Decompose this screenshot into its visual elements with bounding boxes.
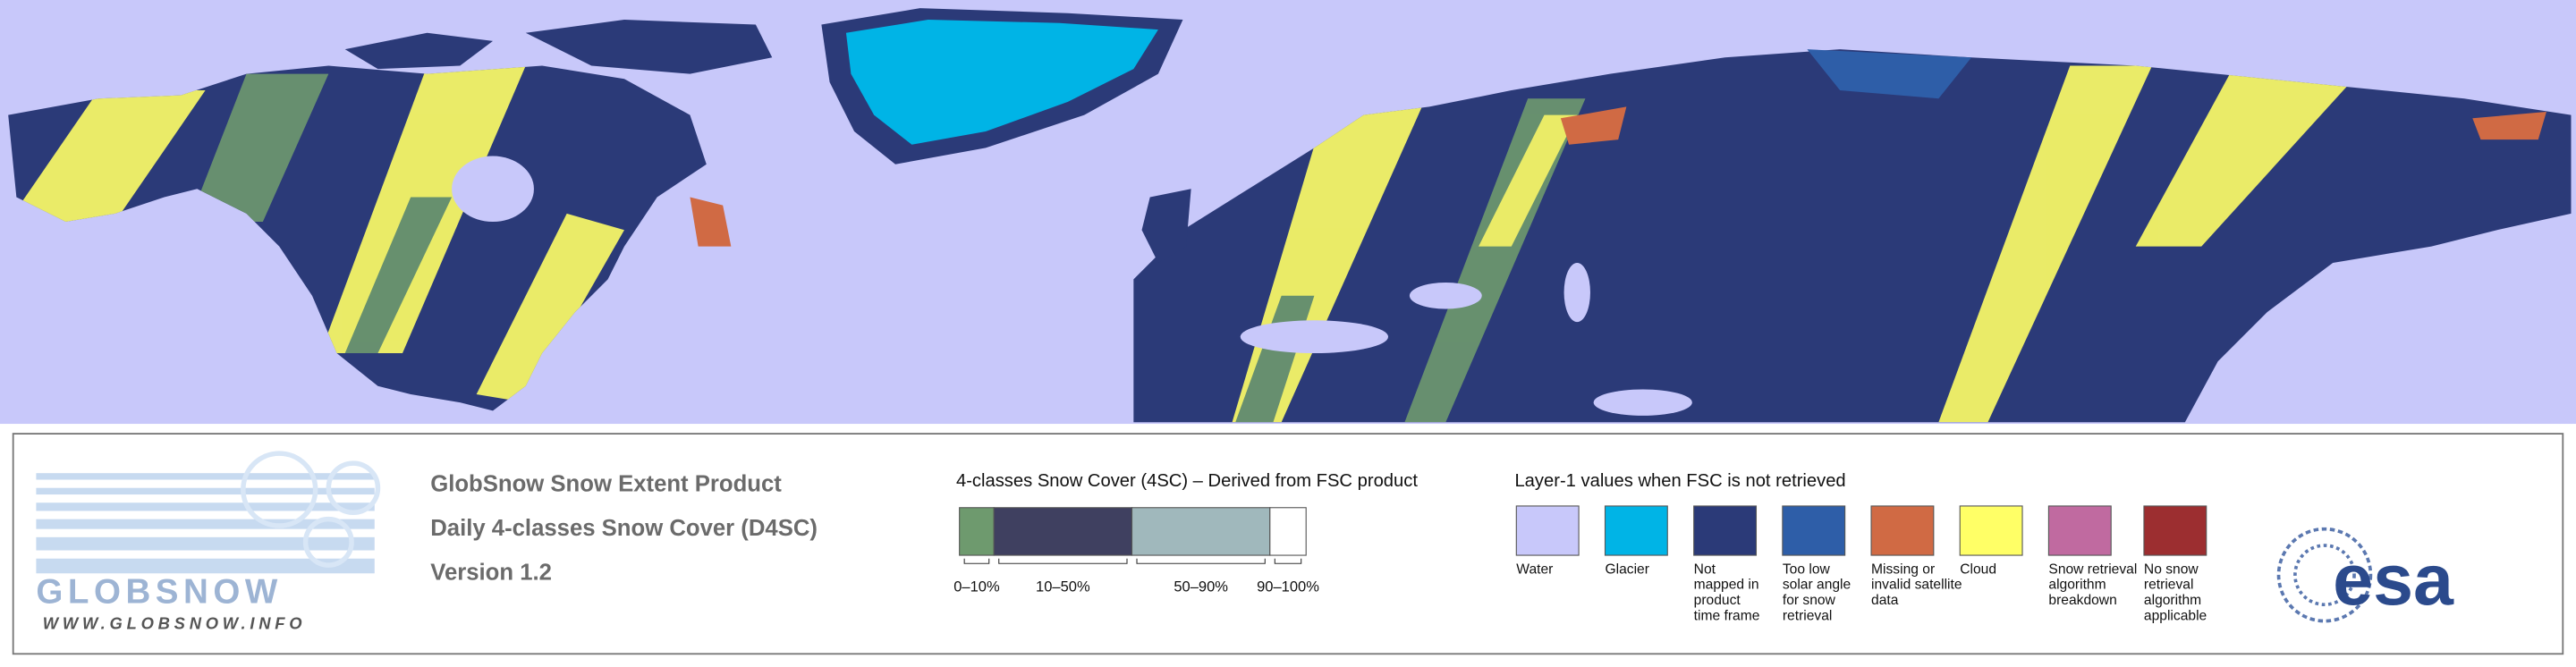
class-bracket <box>998 558 1128 564</box>
layer1-label: data <box>1871 593 1899 608</box>
layer1-label: No snow <box>2144 561 2199 577</box>
layer1-label: solar angle <box>1783 578 1851 593</box>
map <box>8 8 2572 423</box>
class-swatch <box>1131 507 1271 556</box>
class-label: 90–100% <box>1257 578 1319 595</box>
layer1-label: mapped in <box>1694 578 1759 593</box>
layer1-label: retrieval <box>1783 609 1833 624</box>
class-swatch <box>993 507 1133 556</box>
class-swatch <box>959 507 995 556</box>
class-label: 10–50% <box>1036 578 1090 595</box>
product-line: Daily 4-classes Snow Cover (D4SC) <box>430 516 818 541</box>
logo-text: GLOBSNOW <box>36 572 282 611</box>
layer1-label: time frame <box>1694 609 1760 624</box>
layer1-swatch <box>1959 505 2023 556</box>
layer1-label: applicable <box>2144 609 2207 624</box>
layer1-label: Cloud <box>1960 561 1996 577</box>
layer1-label: Missing or <box>1871 561 1935 577</box>
layer1-swatch <box>2143 505 2207 556</box>
layer1-label: Too low <box>1783 561 1831 577</box>
layer1-label: Not <box>1694 561 1716 577</box>
product-info: GlobSnow Snow Extent Product Daily 4-cla… <box>430 471 818 585</box>
layer1-swatch <box>1870 505 1935 556</box>
logo-url: WWW.GLOBSNOW.INFO <box>43 614 307 633</box>
layer1-label: Water <box>1516 561 1553 577</box>
layer1-swatch <box>1782 505 1846 556</box>
layer1-label: retrieval <box>2144 578 2194 593</box>
layer1-label: breakdown <box>2048 593 2116 608</box>
snow-cover-title: 4-classes Snow Cover (4SC) – Derived fro… <box>956 471 1418 491</box>
esa-text: esa <box>2333 540 2454 621</box>
layer1-label: invalid satellite <box>1871 578 1962 593</box>
layer1-swatch <box>1515 505 1580 556</box>
layer1-title: Layer-1 values when FSC is not retrieved <box>1514 471 1845 491</box>
class-label: 50–90% <box>1174 578 1228 595</box>
layer1-label: Snow retrieval <box>2048 561 2137 577</box>
product-line: GlobSnow Snow Extent Product <box>430 471 782 496</box>
layer1-swatch <box>2047 505 2112 556</box>
esa-logo: esa <box>2276 527 2454 623</box>
class-bracket <box>1136 558 1266 564</box>
layer1-label: algorithm <box>2144 593 2201 608</box>
product-line: Version 1.2 <box>430 561 552 586</box>
class-bracket <box>963 558 990 564</box>
layer1-swatch <box>1693 505 1758 556</box>
layer1-label: for snow <box>1783 593 1836 608</box>
layer1-label: Glacier <box>1605 561 1648 577</box>
class-bracket <box>1274 558 1302 564</box>
class-label: 0–10% <box>953 578 1000 595</box>
globsnow-logo: GLOBSNOW WWW.GLOBSNOW.INFO <box>36 451 381 633</box>
layer1-swatch <box>1604 505 1668 556</box>
layer1-label: product <box>1694 593 1741 608</box>
class-swatch <box>1269 507 1307 556</box>
layer1-label: algorithm <box>2048 578 2106 593</box>
